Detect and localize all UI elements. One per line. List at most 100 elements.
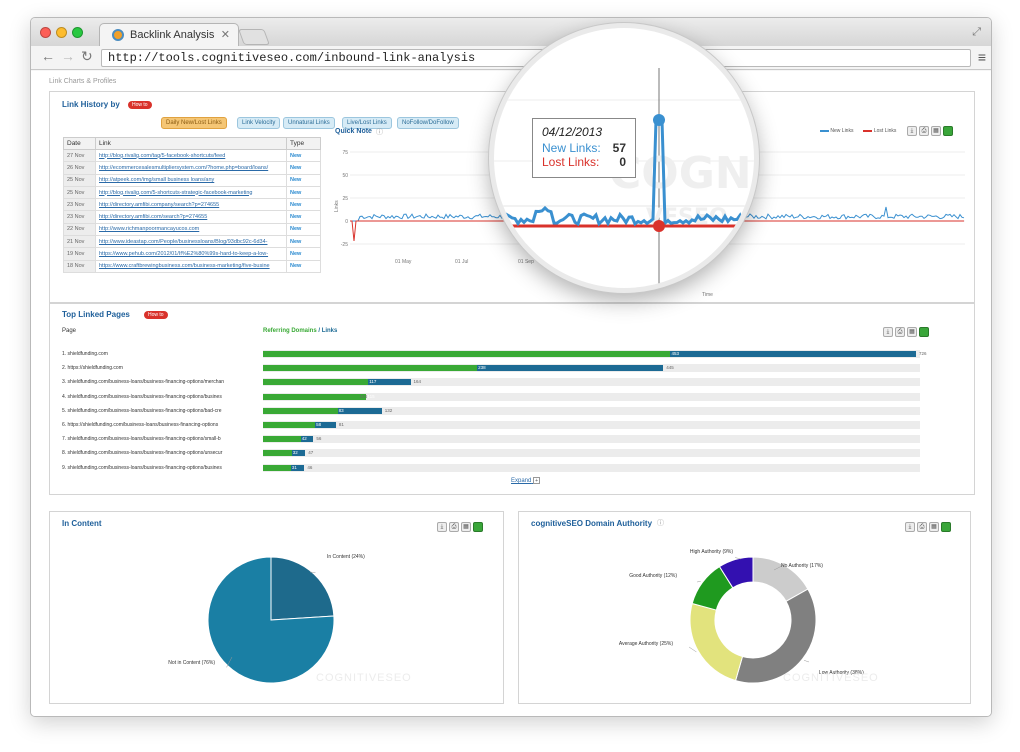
pie-slice[interactable] — [207, 556, 335, 684]
zoom-window-button[interactable] — [72, 27, 83, 38]
close-window-button[interactable] — [40, 27, 51, 38]
new-tab-button[interactable] — [238, 29, 270, 45]
pie-slice[interactable] — [270, 556, 335, 621]
referring-domains-value: 58 — [316, 422, 322, 427]
forward-arrow-icon[interactable]: → — [61, 48, 75, 64]
page-name[interactable]: 9. shieldfunding.com/business-loans/busi… — [62, 464, 222, 471]
referring-domains-bar[interactable] — [263, 365, 478, 372]
referring-domains-bar[interactable] — [263, 422, 316, 428]
referring-domains-bar[interactable] — [263, 464, 291, 471]
menu-icon[interactable]: ≡ — [977, 49, 986, 65]
chart-toolbar: ⤓ ⎙ ▦ — [907, 126, 953, 136]
table-cell-link[interactable]: http://www.ideastap.com/People/businessl… — [95, 235, 287, 249]
referring-domains-value: 83 — [338, 407, 344, 413]
pie-slice[interactable] — [718, 556, 754, 589]
export-icon[interactable] — [943, 126, 953, 136]
table-icon[interactable]: ▦ — [931, 126, 941, 136]
tooltip-new-value: 57 — [612, 141, 626, 155]
export-icon[interactable] — [473, 522, 483, 532]
referring-domains-value: 238 — [478, 365, 486, 371]
chip-daily-new-lost[interactable]: Daily New/Lost Links — [161, 117, 227, 129]
browser-tab[interactable]: Backlink Analysis ✕ — [99, 23, 239, 47]
table-cell-date: 23 Nov — [63, 198, 96, 212]
table-cell-link[interactable]: http://ecommercesalesmultipliersystem.co… — [95, 161, 287, 175]
referring-domains-value: 115 — [367, 393, 375, 399]
print-icon[interactable]: ⎙ — [449, 522, 459, 532]
page-name[interactable]: 8. shieldfunding.com/business-loans/busi… — [62, 450, 223, 457]
export-icon[interactable] — [919, 327, 929, 337]
table-cell-link[interactable]: http://blog.rivalig.com/tag/5-facebook-s… — [95, 148, 287, 163]
table-cell-link[interactable]: http://atpeek.com/img/small business loa… — [95, 173, 287, 187]
top-linked-pages-panel: Top Linked Pages How to Page Referring D… — [49, 303, 975, 495]
lost-links-point[interactable] — [653, 220, 665, 232]
referring-domains-bar[interactable] — [263, 393, 367, 400]
links-value: 46 — [307, 464, 313, 470]
new-links-point[interactable] — [653, 114, 665, 126]
page-name[interactable]: 1. shieldfunding.com — [62, 351, 108, 357]
tooltip-new-label: New Links: — [542, 141, 601, 155]
referring-domains-bar[interactable] — [263, 450, 292, 457]
print-icon[interactable]: ⎙ — [917, 522, 927, 532]
bar-row: 5. shieldfunding.com/business-loans/busi… — [50, 406, 976, 416]
download-icon[interactable]: ⤓ — [883, 327, 893, 337]
referring-domains-bar[interactable] — [263, 436, 301, 443]
info-icon[interactable]: ⓘ — [376, 129, 383, 136]
fullscreen-icon[interactable]: ⤢ — [972, 26, 981, 38]
table-cell-link[interactable]: http://www.richmanpoormancayucos.com — [95, 222, 287, 237]
table-cell-link[interactable]: http://directory.amfibi.company/search?p… — [95, 198, 287, 212]
leader-line — [696, 581, 701, 583]
x-axis-label: Time — [702, 292, 713, 298]
table-cell-link[interactable]: https://www.pehub.com/2012/01/If%E2%80%9… — [95, 247, 287, 261]
leader-line — [688, 646, 697, 653]
how-to-button[interactable]: How to — [128, 101, 152, 109]
export-icon[interactable] — [941, 522, 951, 532]
table-cell-link[interactable]: http://blog.rivalig.com/5-shortcuts-stra… — [95, 185, 287, 200]
close-tab-icon[interactable]: ✕ — [220, 29, 230, 41]
chip-live-lost-links[interactable]: Live/Lost Links — [342, 117, 392, 129]
table-icon[interactable]: ▦ — [907, 327, 917, 337]
bar-row: 8. shieldfunding.com/business-loans/busi… — [50, 449, 976, 458]
in-content-panel: In Content ⤓ ⎙ ▦ In Content (24%) Not in … — [49, 511, 504, 704]
chip-nofollow-dofollow[interactable]: NoFollow/DoFollow — [397, 117, 459, 129]
page-name[interactable]: 2. https://shieldfunding.com — [62, 365, 123, 372]
chip-unnatural-links[interactable]: Unnatural Links — [283, 117, 335, 129]
chip-link-velocity[interactable]: Link Velocity — [237, 117, 281, 129]
page-name[interactable]: 5. shieldfunding.com/business-loans/busi… — [62, 407, 222, 414]
table-icon[interactable]: ▦ — [461, 522, 471, 532]
how-to-button[interactable]: How to — [144, 311, 168, 319]
pie-slice[interactable] — [689, 602, 744, 682]
reload-icon[interactable]: ↻ — [81, 48, 93, 64]
download-icon[interactable]: ⤓ — [437, 522, 447, 532]
info-icon[interactable]: ⓘ — [657, 520, 664, 527]
links-value: 445 — [666, 365, 674, 371]
new-links-series[interactable] — [494, 118, 759, 228]
links-value: 726 — [919, 351, 927, 356]
print-icon[interactable]: ⎙ — [919, 126, 929, 136]
page-name[interactable]: 3. shieldfunding.com/business-loans/busi… — [62, 379, 225, 386]
referring-domains-bar[interactable] — [263, 379, 369, 386]
page-name[interactable]: 7. shieldfunding.com/business-loans/busi… — [62, 436, 221, 443]
y-tick-label: -25 — [341, 242, 348, 248]
table-row: 26 Nov http://ecommercesalesmultipliersys… — [63, 161, 321, 175]
page-name[interactable]: 6. https://shieldfunding.com/business-lo… — [62, 422, 219, 428]
legend-new-links[interactable]: New Links — [820, 128, 853, 134]
back-arrow-icon[interactable]: ← — [41, 48, 55, 64]
download-icon[interactable]: ⤓ — [905, 522, 915, 532]
minimize-window-button[interactable] — [56, 27, 67, 38]
pie-slice[interactable] — [734, 588, 817, 684]
domain-authority-toolbar: ⤓ ⎙ ▦ — [905, 522, 951, 532]
referring-domains-bar[interactable] — [263, 407, 338, 414]
referring-domains-bar[interactable] — [263, 351, 671, 357]
print-icon[interactable]: ⎙ — [895, 327, 905, 337]
page-name[interactable]: 4. shieldfunding.com/business-loans/busi… — [62, 393, 222, 400]
table-icon[interactable]: ▦ — [929, 522, 939, 532]
download-icon[interactable]: ⤓ — [907, 126, 917, 136]
expand-link[interactable]: Expand + — [511, 477, 541, 484]
bar-row: 9. shieldfunding.com/business-loans/busi… — [50, 463, 976, 473]
referring-domains-value: 42 — [301, 436, 307, 442]
links-label: / Links — [316, 328, 338, 334]
table-cell-link[interactable]: http://directory.amfibi.com/search?p=274… — [95, 210, 287, 224]
legend-lost-links[interactable]: Lost Links — [863, 128, 896, 134]
y-tick-label: 75 — [342, 150, 348, 156]
table-cell-link[interactable]: https://www.craftbrewingbusiness.com/bus… — [95, 259, 287, 273]
